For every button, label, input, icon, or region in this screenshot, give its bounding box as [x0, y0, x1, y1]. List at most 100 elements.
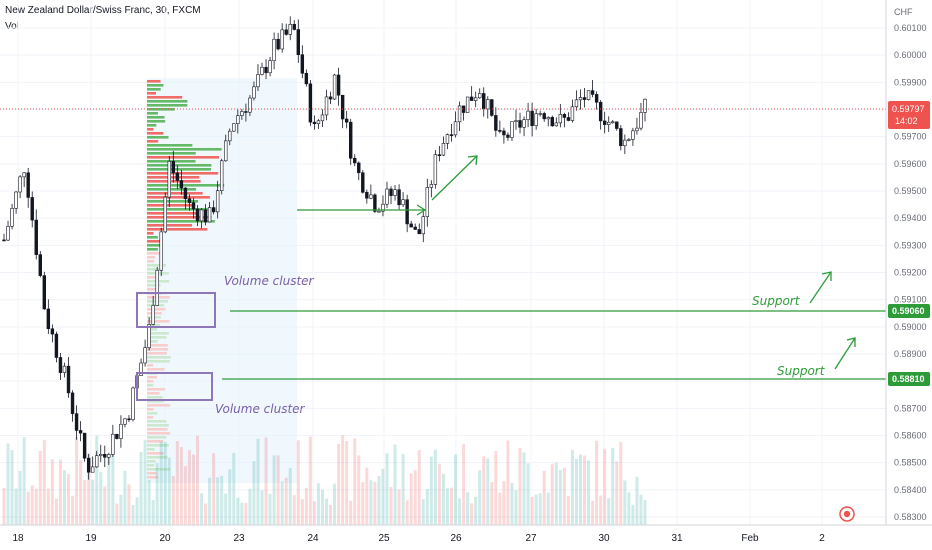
volume-bar	[83, 479, 87, 525]
arrow-up-3-head	[846, 337, 856, 347]
volume-bar	[441, 473, 445, 525]
candle-body	[453, 121, 458, 136]
volume-bar	[510, 482, 514, 525]
candle-body	[554, 122, 559, 127]
candle-body	[510, 121, 514, 138]
candle-body	[607, 121, 611, 125]
profile-bar	[147, 380, 154, 383]
profile-bar	[147, 336, 167, 339]
volume-bar	[413, 470, 417, 525]
profile-bar	[147, 184, 225, 187]
price-axis[interactable]: 0.601000.600000.599000.598000.597000.596…	[894, 23, 927, 522]
candle-body	[494, 115, 498, 131]
profile-bar	[147, 228, 208, 231]
volume-bar	[276, 455, 280, 525]
arrow-up-2[interactable]	[809, 271, 832, 304]
volume-bar	[46, 488, 50, 525]
candle-body	[95, 455, 99, 468]
volume-bar	[163, 442, 167, 525]
profile-bar	[147, 452, 164, 455]
candle-body	[328, 96, 333, 100]
current-price-badge: 0.59797 14:02	[888, 101, 930, 129]
candle-body	[256, 74, 260, 88]
volume-bar	[147, 479, 151, 525]
profile-bar	[147, 96, 183, 99]
price-tick: 0.59700	[894, 132, 927, 142]
volume-cluster-box-1[interactable]	[136, 292, 216, 328]
candle-body	[82, 432, 87, 459]
volume-bar	[591, 500, 595, 525]
arrow-up-3[interactable]	[834, 337, 856, 370]
profile-bar	[147, 92, 157, 95]
volume-bar	[526, 463, 530, 525]
profile-bar	[147, 112, 158, 115]
candle-body	[486, 99, 490, 110]
volume-bar	[95, 435, 99, 525]
volume-bar	[2, 487, 6, 525]
profile-bar	[147, 340, 158, 343]
volume-bar	[236, 497, 240, 525]
volume-bar	[619, 441, 623, 525]
profile-bar	[147, 212, 198, 215]
volume-bar	[578, 454, 582, 525]
time-axis[interactable]: 18 19 20 23 24 25 26 27 30 31 Feb 2	[12, 533, 825, 544]
candle-body	[353, 157, 357, 164]
time-tick: 20	[159, 533, 171, 544]
volume-bar	[232, 453, 236, 525]
profile-bar	[147, 360, 170, 363]
profile-bar	[147, 376, 157, 379]
candle-body	[558, 114, 563, 124]
volume-bar	[99, 472, 103, 525]
time-tick: 23	[233, 533, 245, 544]
profile-bar	[147, 404, 171, 407]
volume-bar	[542, 470, 546, 525]
candle-body	[381, 203, 385, 212]
volume-bar	[10, 450, 14, 525]
volume-bar	[187, 450, 191, 525]
candle-body	[389, 188, 393, 196]
volume-bar	[454, 454, 458, 525]
candle-body	[58, 357, 63, 373]
volume-bar	[409, 473, 413, 525]
arrow-up-1[interactable]	[431, 155, 478, 201]
profile-bar	[147, 448, 155, 451]
price-tick: 0.58700	[894, 403, 927, 413]
volume-bar	[341, 435, 345, 525]
profile-bar	[147, 136, 169, 139]
volume-bar	[445, 488, 449, 525]
profile-bar	[147, 224, 193, 227]
volume-cluster-box-2[interactable]	[136, 372, 213, 401]
candle-body	[586, 90, 591, 100]
candle-body	[252, 86, 256, 99]
volume-bar	[466, 492, 470, 525]
volume-bar	[377, 476, 381, 525]
countdown: 14:02	[895, 116, 918, 126]
volume-bar	[26, 491, 30, 525]
volume-profile	[147, 80, 225, 479]
volume-bar	[333, 483, 337, 525]
volume-bar	[353, 438, 357, 525]
volume-bar	[570, 449, 574, 525]
candle-body	[74, 413, 79, 431]
candle-body	[244, 111, 248, 113]
volume-bar	[196, 435, 200, 525]
candle-body	[10, 207, 14, 227]
candle-body	[240, 111, 244, 116]
candle-body	[276, 38, 280, 50]
candle-body	[236, 115, 240, 124]
candle-body	[397, 189, 401, 206]
candle-body	[127, 418, 131, 421]
volume-bar	[91, 479, 95, 525]
profile-bar	[147, 464, 155, 467]
current-price-value: 0.59797	[892, 104, 925, 114]
candle-body	[179, 180, 184, 189]
volume-bar	[615, 461, 619, 525]
profile-bar	[147, 412, 158, 415]
candle-body	[272, 38, 276, 61]
candle-body	[478, 93, 482, 99]
alert-icon[interactable]	[839, 506, 855, 522]
volume-bar	[635, 476, 639, 525]
profile-bar	[147, 396, 163, 399]
volume-bar	[14, 488, 18, 525]
